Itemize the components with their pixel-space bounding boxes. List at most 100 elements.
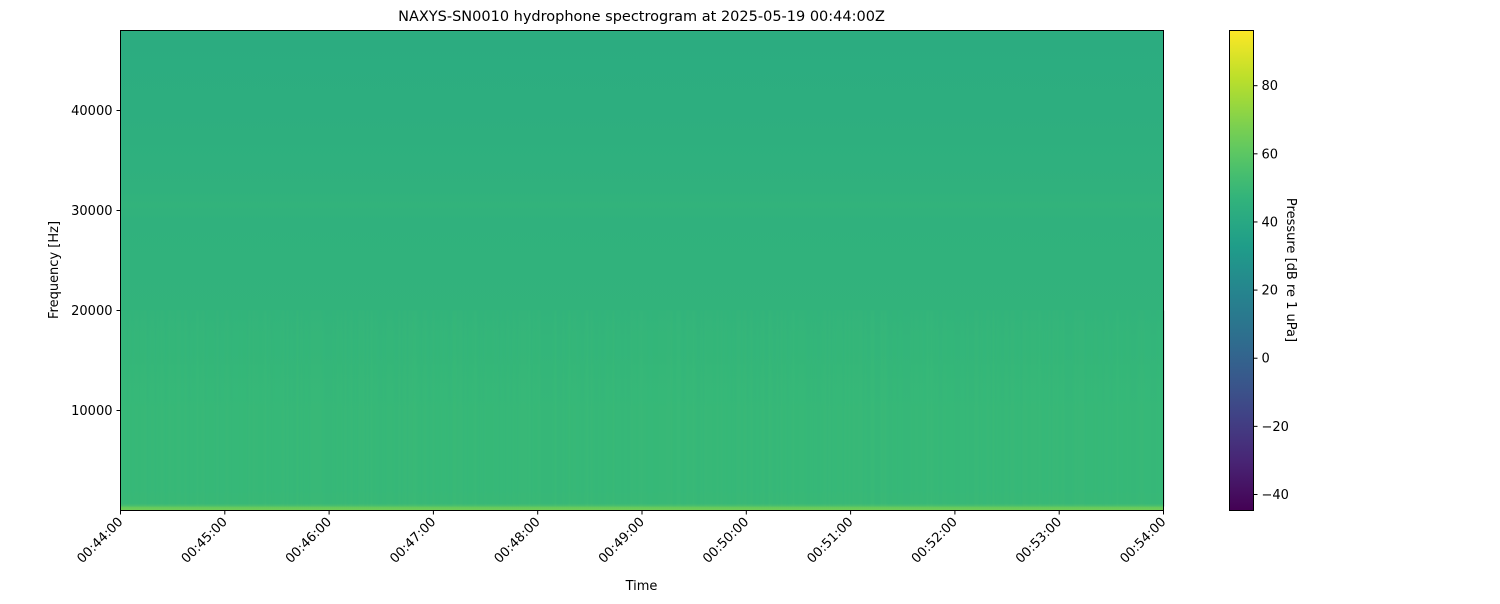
time-slice [952,310,955,507]
time-slice [222,310,225,507]
y-tick-label: 40000 [71,104,112,119]
time-slice [282,310,285,507]
time-slice [488,310,491,507]
time-slice [650,310,653,507]
time-slice [1102,310,1105,507]
time-slice [462,310,465,507]
time-slice [718,310,721,507]
time-slice [614,310,617,507]
time-slice [314,310,317,507]
time-slice [186,310,189,507]
x-tick-label: 00:54:00 [1117,515,1169,567]
time-slice [150,310,153,507]
x-tick-label: 00:52:00 [909,515,961,567]
time-slice [772,310,775,507]
time-slice [398,310,401,507]
time-slice [304,310,307,507]
time-slice [836,310,839,507]
spectrogram-base [120,30,1164,511]
time-slice [1110,310,1113,507]
time-slice [122,310,125,507]
time-slice [854,310,857,507]
time-slice [338,310,341,507]
x-axis: 00:44:00 00:45:00 00:46:00 00:47:00 00:48:00… [74,510,1169,567]
time-slice [616,310,619,507]
time-slice [770,310,773,507]
time-slice [848,310,851,507]
time-slice [1072,310,1075,507]
time-slice [126,310,129,507]
time-slice [542,310,545,507]
time-slice [944,310,947,507]
time-slice [484,310,487,507]
time-slice [482,310,485,507]
time-slice [902,310,905,507]
time-slice [638,310,641,507]
time-slice [558,310,561,507]
time-slice [142,310,145,507]
time-slice [380,310,383,507]
x-tick-label: 00:53:00 [1013,515,1065,567]
time-slice [474,310,477,507]
time-slice [234,310,237,507]
time-slice [230,310,233,507]
time-slice [374,310,377,507]
time-slice [552,310,555,507]
time-slice [822,310,825,507]
time-slice [132,310,135,507]
time-slice [876,310,879,507]
y-tick-label: 20000 [71,304,112,319]
time-slice [930,310,933,507]
time-slice [244,310,247,507]
time-slice [1082,310,1085,507]
time-slice [198,310,201,507]
time-slice [148,310,151,507]
x-axis-label: Time [625,579,658,594]
time-slice [238,310,241,507]
time-slice [932,310,935,507]
time-slice [1084,310,1087,507]
time-slice [336,310,339,507]
time-slice [1062,310,1065,507]
time-slice [1000,310,1003,507]
time-slice [936,310,939,507]
time-slice [332,310,335,507]
time-slice [954,310,957,507]
time-slice [754,310,757,507]
time-slice [258,310,261,507]
time-slice [286,310,289,507]
time-slice [858,310,861,507]
time-slice [948,310,951,507]
time-slice [326,310,329,507]
time-slice [708,310,711,507]
time-slice [626,310,629,507]
time-slice [1036,310,1039,507]
time-slice [226,310,229,507]
time-slice [1092,310,1095,507]
time-slice [594,310,597,507]
time-slice [592,310,595,507]
time-slice [320,310,323,507]
time-slice [422,310,425,507]
time-slice [346,310,349,507]
time-slice [508,310,511,507]
time-slice [1140,310,1143,507]
time-slice [178,310,181,507]
time-slice [872,310,875,507]
time-slice [814,310,817,507]
colorbar-tick-label: −40 [1262,488,1289,503]
time-slice [686,310,689,507]
time-slice [294,310,297,507]
time-slice [804,310,807,507]
time-slice [896,310,899,507]
time-slice [658,310,661,507]
time-slice [978,310,981,507]
time-slice [370,310,373,507]
time-slice [536,310,539,507]
time-slice [842,310,845,507]
time-slice [408,310,411,507]
time-slice [362,310,365,507]
time-slice [1040,310,1043,507]
time-slice [438,310,441,507]
time-slice [740,310,743,507]
